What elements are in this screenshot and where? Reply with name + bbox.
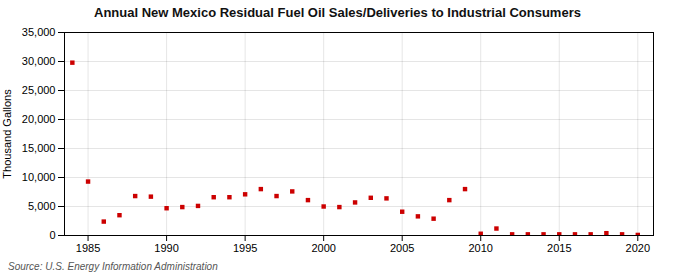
svg-text:1995: 1995 bbox=[233, 242, 257, 254]
svg-text:35,000: 35,000 bbox=[22, 26, 56, 38]
svg-text:1990: 1990 bbox=[154, 242, 178, 254]
svg-text:30,000: 30,000 bbox=[22, 55, 56, 67]
svg-text:Thousand Gallons: Thousand Gallons bbox=[1, 89, 13, 179]
svg-text:0: 0 bbox=[49, 229, 55, 241]
svg-text:2015: 2015 bbox=[547, 242, 571, 254]
svg-text:2010: 2010 bbox=[468, 242, 492, 254]
svg-text:2020: 2020 bbox=[626, 242, 650, 254]
svg-text:1985: 1985 bbox=[76, 242, 100, 254]
html-text:Source: U.S. Energy Informatio: Source: U.S. Energy Information Administ… bbox=[8, 261, 218, 272]
svg-text:10,000: 10,000 bbox=[22, 171, 56, 183]
svg-text:2005: 2005 bbox=[390, 242, 414, 254]
svg-text:5,000: 5,000 bbox=[28, 200, 56, 212]
html-text:Annual New Mexico Residual Fue: Annual New Mexico Residual Fuel Oil Sale… bbox=[94, 5, 581, 20]
svg-text:2000: 2000 bbox=[311, 242, 335, 254]
svg-text:20,000: 20,000 bbox=[22, 113, 56, 125]
svg-text:15,000: 15,000 bbox=[22, 142, 56, 154]
svg-text:25,000: 25,000 bbox=[22, 84, 56, 96]
